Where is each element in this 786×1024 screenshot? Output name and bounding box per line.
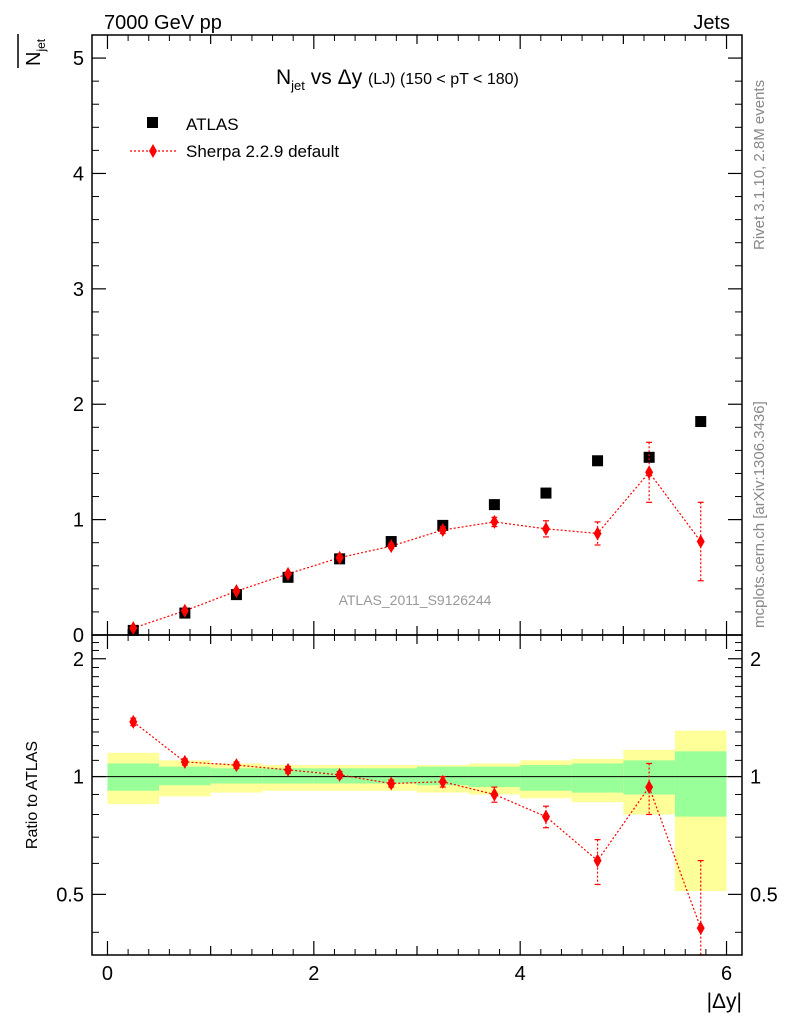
y-label-ratio: Ratio to ATLAS xyxy=(24,741,41,849)
ratio-point xyxy=(284,762,293,777)
main-panel: 0 1 2 3 4 5 xyxy=(73,34,743,647)
mc-point xyxy=(490,514,499,529)
side-label-mcplots: mcplots.cern.ch [arXiv:1306.3436] xyxy=(751,401,768,628)
legend-mc-label: Sherpa 2.2.9 default xyxy=(186,142,339,161)
mc-point xyxy=(180,603,189,618)
ratio-band-inner xyxy=(107,763,160,791)
ratio-y-tick-label: 0.5 xyxy=(56,884,84,906)
x-tick-label: 0 xyxy=(102,963,113,985)
ratio-band-inner xyxy=(674,751,727,817)
ratio-point xyxy=(645,780,654,795)
x-tick-label: 2 xyxy=(308,963,319,985)
mc-point xyxy=(593,526,602,541)
ratio-point xyxy=(490,787,499,802)
ratio-point xyxy=(180,754,189,769)
mc-point xyxy=(541,521,550,536)
header-left: 7000 GeV pp xyxy=(104,12,222,34)
watermark: ATLAS_2011_S9126244 xyxy=(339,592,492,608)
mc-point xyxy=(696,534,705,549)
y-tick-label: 0 xyxy=(73,625,84,647)
ratio-y-tick-label: 1 xyxy=(73,767,84,789)
atlas-point xyxy=(488,499,500,511)
mc-series-line xyxy=(133,471,702,629)
ratio-band-inner xyxy=(210,768,263,784)
mc-point xyxy=(129,621,138,636)
ratio-point xyxy=(129,714,138,729)
legend-data-marker xyxy=(147,117,158,128)
atlas-point xyxy=(592,455,604,467)
ratio-y-tick-label-right: 0.5 xyxy=(750,884,778,906)
ratio-point xyxy=(593,853,602,868)
mc-point xyxy=(645,465,654,480)
atlas-point xyxy=(695,416,707,428)
ratio-point xyxy=(438,774,447,789)
ratio-y-tick-label-right: 1 xyxy=(750,767,761,789)
mc-point xyxy=(232,584,241,599)
ratio-point xyxy=(335,767,344,782)
x-tick-label: 4 xyxy=(515,963,526,985)
legend-mc-marker xyxy=(149,144,157,158)
x-tick-label: 6 xyxy=(721,963,732,985)
ratio-band-inner xyxy=(365,768,417,784)
mc-point xyxy=(335,550,344,565)
y-tick-label: 2 xyxy=(73,394,84,416)
y-tick-label: 5 xyxy=(73,48,84,70)
ratio-mc-line xyxy=(132,721,702,929)
ratio-point xyxy=(696,921,705,936)
mc-point xyxy=(387,539,396,554)
header-right: Jets xyxy=(693,12,730,34)
y-tick-label: 3 xyxy=(73,279,84,301)
ratio-point xyxy=(387,776,396,791)
ratio-point xyxy=(232,758,241,773)
ratio-panel: 0 2 4 6 0.5 0.5 1 1 2 2 xyxy=(56,634,778,985)
y-tick-label: 4 xyxy=(73,163,84,185)
chart-title: Njet vs Δy (LJ) (150 < pT < 180) xyxy=(276,66,519,93)
ratio-y-tick-label: 2 xyxy=(73,649,84,671)
y-label-top: Njet xyxy=(17,34,48,68)
x-axis-label: |Δy| xyxy=(707,990,742,1013)
svg-text:Njet: Njet xyxy=(23,38,48,66)
mc-point xyxy=(284,566,293,581)
atlas-point xyxy=(643,451,655,463)
y-tick-label: 1 xyxy=(73,510,84,532)
ratio-band-inner xyxy=(571,763,624,793)
mc-point xyxy=(438,523,447,537)
legend-data-label: ATLAS xyxy=(186,115,239,134)
side-label-rivet: Rivet 3.1.10, 2.8M events xyxy=(751,80,768,250)
ratio-y-tick-label-right: 2 xyxy=(750,649,761,671)
ratio-point xyxy=(541,809,550,824)
atlas-point xyxy=(540,487,552,499)
ratio-band-inner xyxy=(159,766,211,786)
ratio-band-inner xyxy=(520,765,572,791)
legend: ATLAS Sherpa 2.2.9 default xyxy=(130,115,339,161)
